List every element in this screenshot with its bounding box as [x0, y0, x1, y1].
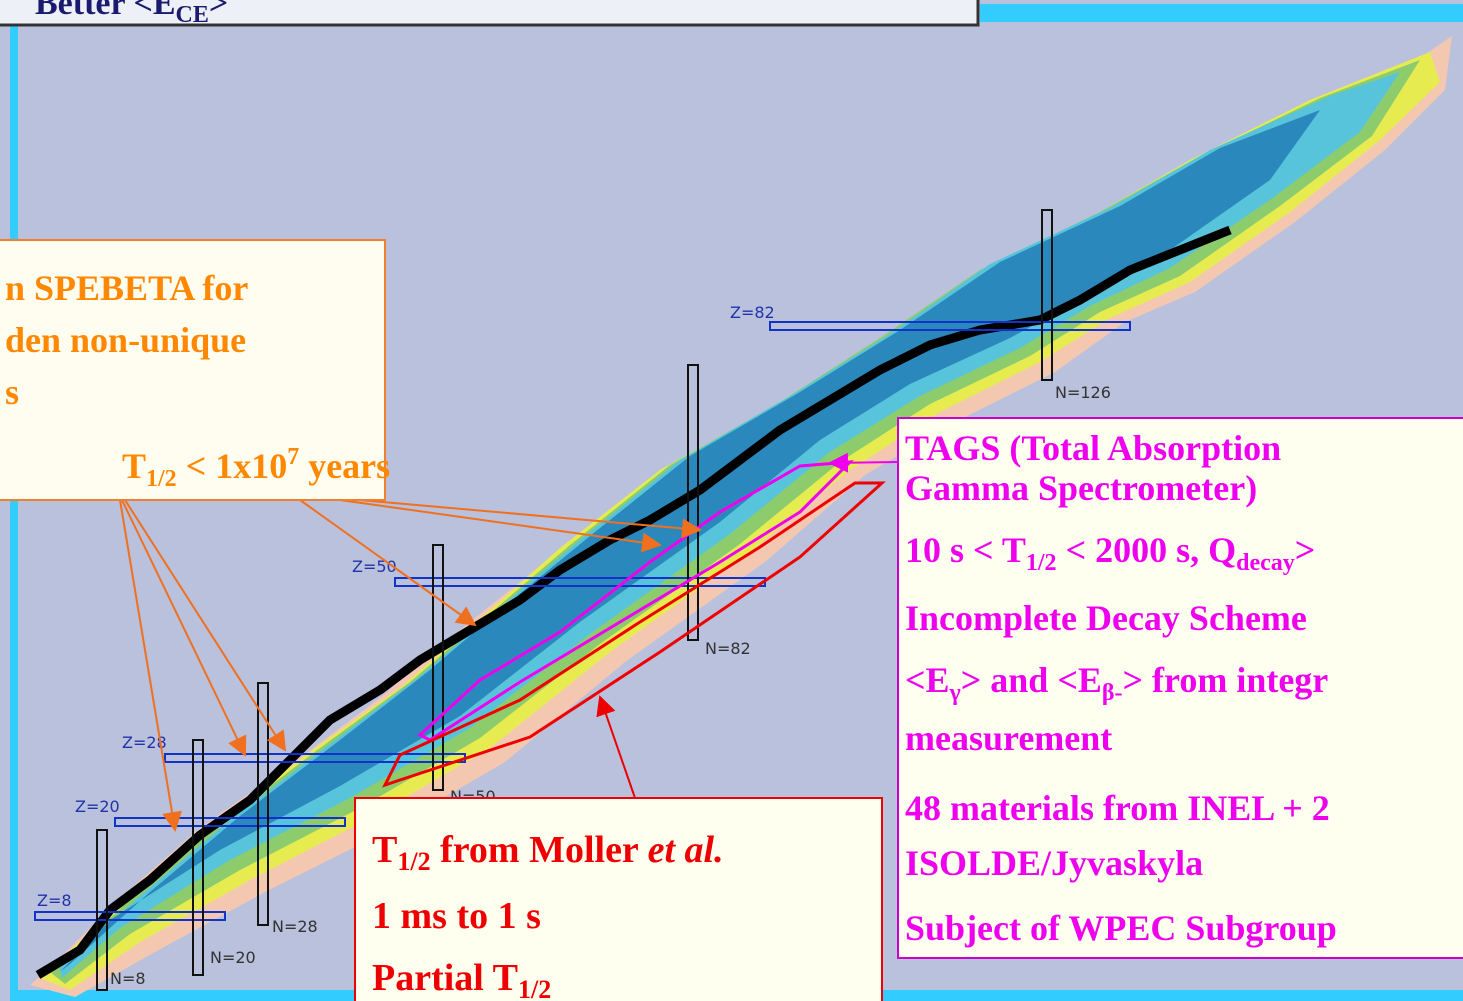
- n-label: N=8: [110, 969, 146, 988]
- z-line: [114, 817, 346, 827]
- z-label: Z=50: [352, 557, 397, 576]
- tags-line: Incomplete Decay Scheme: [905, 598, 1307, 638]
- moller-line: 1 ms to 1 s: [372, 895, 541, 937]
- spebeta-line: n SPEBETA for: [5, 268, 248, 308]
- frame-left: [10, 25, 18, 995]
- arrow: [359, 499, 702, 539]
- arrow: [124, 499, 287, 752]
- n-label: N=126: [1055, 383, 1111, 402]
- n-line: [257, 682, 269, 926]
- tags-box: [897, 417, 1463, 959]
- tags-line: 10 s < T1/2 < 2000 s, Qdecay>: [905, 530, 1315, 576]
- spebeta-arrows: [119, 499, 702, 832]
- text: years: [299, 446, 390, 486]
- text: γ: [949, 680, 961, 706]
- text: > from integr: [1123, 660, 1329, 700]
- text: from Moller: [431, 829, 648, 871]
- arrow: [119, 499, 182, 832]
- n-line: [192, 739, 204, 976]
- moller-arrow: [596, 695, 636, 799]
- text: 1/2: [397, 847, 430, 876]
- arrow: [339, 499, 662, 553]
- n-label: N=28: [272, 917, 318, 936]
- text: Better <E: [35, 0, 176, 22]
- text: et al.: [648, 829, 724, 871]
- header-box: [0, 0, 980, 27]
- text: T: [122, 446, 146, 486]
- tags-line: <Eγ> and <Eβ-> from integr: [905, 660, 1328, 706]
- tags-line: 48 materials from INEL + 2: [905, 788, 1330, 828]
- text: T: [372, 829, 397, 871]
- text: Partial T: [372, 957, 518, 999]
- n-lines: [96, 209, 1053, 991]
- spebeta-line: T1/2 < 1x107 years: [122, 444, 390, 492]
- spebeta-line: s: [5, 372, 19, 412]
- n-label: N=20: [210, 948, 256, 967]
- header-title: Better <ECE>: [35, 0, 228, 28]
- n-line: [96, 829, 108, 991]
- stable-valley: [35, 225, 1232, 979]
- text: 7: [287, 444, 299, 470]
- z-label: Z=8: [37, 891, 72, 910]
- n-label: N=82: [705, 639, 751, 658]
- text: >: [1295, 530, 1316, 570]
- z-label: Z=28: [122, 733, 167, 752]
- moller-line: Partial T1/2: [372, 957, 551, 1001]
- text: 1/2: [518, 975, 551, 1001]
- moller-region: [382, 481, 886, 788]
- text: <E: [905, 660, 950, 700]
- text: > and <E: [961, 660, 1102, 700]
- moller-box: [354, 797, 883, 1001]
- moller-line: T1/2 from Moller et al.: [372, 829, 724, 876]
- n-line: [432, 544, 444, 791]
- text: CE: [176, 2, 209, 28]
- tags-line: measurement: [905, 718, 1112, 758]
- tags-arrow: [828, 452, 899, 473]
- tags-line: Subject of WPEC Subgroup: [905, 908, 1337, 948]
- arrow: [299, 499, 477, 627]
- spebeta-line: den non-unique: [5, 320, 246, 360]
- text: 10 s < T: [905, 530, 1026, 570]
- arrow: [121, 499, 247, 757]
- z-line: [34, 911, 226, 921]
- n-line: [687, 364, 699, 641]
- text: < 2000 s, Q: [1057, 530, 1237, 570]
- tags-line: ISOLDE/Jyvaskyla: [905, 843, 1203, 883]
- tags-line: TAGS (Total Absorption: [905, 428, 1281, 468]
- z-label: Z=20: [75, 797, 120, 816]
- z-label: Z=82: [730, 303, 775, 322]
- text: >: [209, 0, 228, 22]
- frame-top: [980, 4, 1463, 22]
- text: β-: [1102, 680, 1123, 706]
- text: decay: [1236, 550, 1295, 576]
- text: 1/2: [146, 466, 177, 492]
- tags-line: Gamma Spectrometer): [905, 468, 1257, 508]
- text: < 1x10: [177, 446, 288, 486]
- text: 1/2: [1026, 550, 1057, 576]
- spebeta-box: [0, 239, 386, 501]
- z-line: [769, 321, 1131, 331]
- n-line: [1041, 209, 1053, 381]
